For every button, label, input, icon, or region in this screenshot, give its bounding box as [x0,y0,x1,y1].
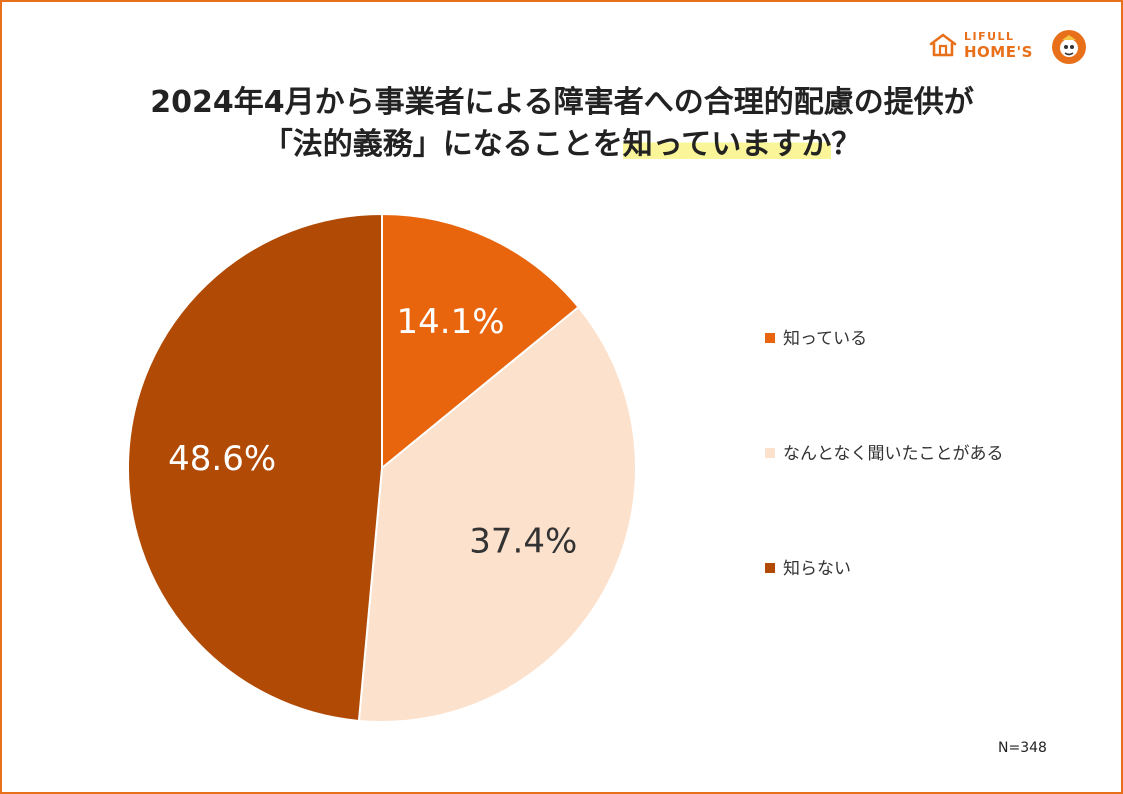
mascot-icon [1052,30,1086,64]
pie-slice-heard-vaguely [357,305,637,723]
legend-label: 知らない [783,559,851,579]
title-line-2: 「法的義務」になることを知っていますか？ [62,124,1062,166]
logo-brand-large: HOME'S [964,43,1033,61]
slice-label-known: 14.1% [397,302,505,342]
slice-label-unknown: 48.6% [168,439,276,479]
lifull-homes-logo: LIFULL HOME'S [926,26,1088,66]
house-icon [929,33,957,57]
legend-label: 知っている [783,329,868,349]
legend-swatch [765,448,775,458]
legend-swatch [765,333,775,343]
sample-size-note: N=348 [998,740,1047,756]
legend-item-heard-vaguely: なんとなく聞いたことがある [765,439,1004,464]
pie-slice-unknown [127,212,383,723]
title-line-1: 2024年4月から事業者による障害者への合理的配慮の提供が [150,85,974,120]
pie-slice-known [381,212,580,471]
title-line-2-start: 「法的義務」になることを [262,127,623,162]
legend-swatch [765,563,775,573]
legend-label: なんとなく聞いたことがある [783,444,1004,464]
title-line-2-end: ？ [831,127,862,162]
chart-title: 2024年4月から事業者による障害者への合理的配慮の提供が 「法的義務」になるこ… [62,82,1062,166]
legend-item-unknown: 知らない [765,554,851,579]
logo-brand-small: LIFULL [964,30,1015,43]
slice-label-heard-vaguely: 37.4% [469,522,577,562]
title-highlight: 知っていますか [622,127,832,162]
legend-item-known: 知っている [765,324,867,349]
